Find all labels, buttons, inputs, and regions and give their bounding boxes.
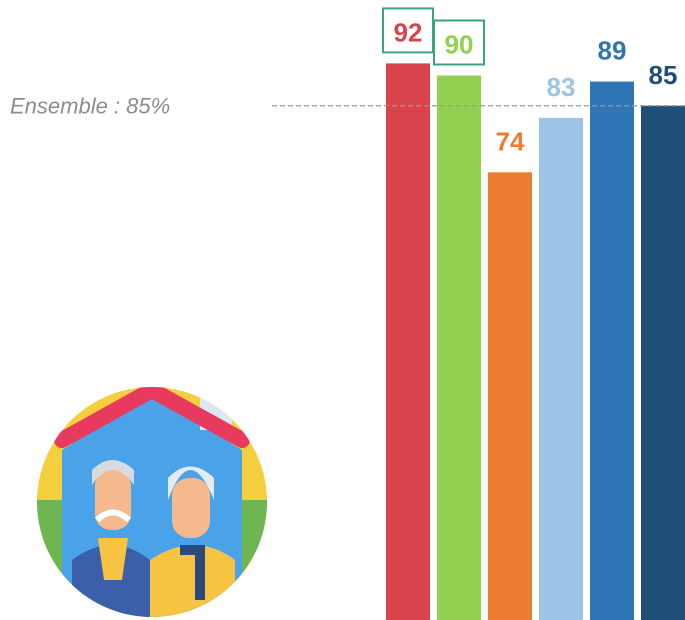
label-box <box>433 19 485 66</box>
value-label: 83 <box>547 72 576 102</box>
value-label: 92 <box>394 17 423 47</box>
value-label: 89 <box>598 36 627 66</box>
reference-label: Ensemble : 85% <box>10 94 170 119</box>
value-label: 90 <box>445 30 474 60</box>
bar <box>437 75 481 620</box>
bar <box>488 172 532 620</box>
seniors-icon <box>37 387 267 617</box>
value-label: 74 <box>496 126 525 156</box>
bar <box>386 63 430 620</box>
bar <box>641 105 685 620</box>
value-label: 85 <box>649 60 678 90</box>
bar <box>539 117 583 620</box>
bar <box>590 81 634 620</box>
